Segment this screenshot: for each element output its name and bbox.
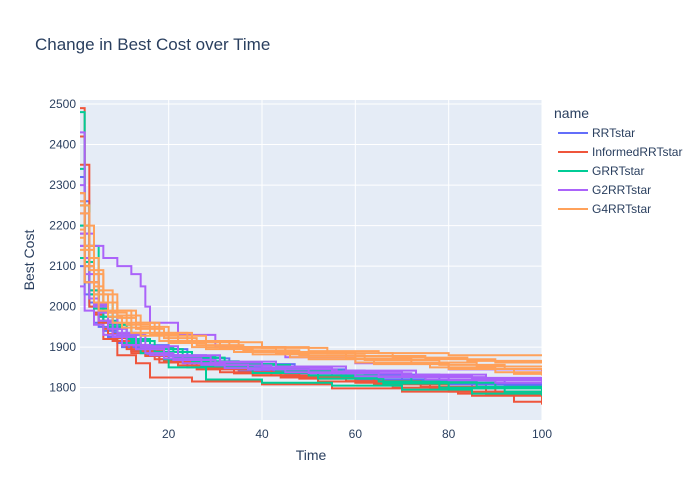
x-tick-label: 80	[442, 427, 456, 441]
x-tick-label: 20	[162, 427, 176, 441]
series-g4rrtstar	[80, 192, 542, 376]
x-tick-label: 100	[532, 427, 552, 441]
legend-item-label: G4RRTstar	[592, 202, 651, 216]
legend-title: name	[554, 105, 589, 121]
grid-lines	[80, 100, 543, 420]
y-axis-title: Best Cost	[21, 230, 37, 291]
y-tick-label: 2400	[49, 138, 76, 152]
legend-item-label: RRTstar	[592, 126, 635, 140]
y-tick-label: 1900	[49, 340, 76, 354]
legend-item-label: GRRTstar	[592, 164, 644, 178]
y-tick-label: 2500	[49, 97, 76, 111]
y-axis-ticks: 1800 1900 2000 2100 2200 2300 2400 2500	[49, 97, 76, 395]
series-g2rrtstar	[80, 131, 542, 384]
plot-area	[80, 107, 542, 405]
y-tick-label: 2300	[49, 178, 76, 192]
series-line	[80, 285, 542, 382]
series-line	[80, 200, 542, 362]
y-tick-label: 2000	[49, 300, 76, 314]
x-tick-label: 60	[349, 427, 363, 441]
legend-item-label: InformedRRTstar	[592, 145, 682, 159]
x-axis-ticks: 20 40 60 80 100	[162, 427, 552, 441]
series-line	[80, 131, 542, 384]
chart-title: Change in Best Cost over Time	[35, 35, 270, 54]
x-axis-title: Time	[296, 447, 327, 463]
x-tick-label: 40	[255, 427, 269, 441]
series-line	[80, 163, 542, 404]
series-layer	[80, 107, 542, 405]
legend-item-label: G2RRTstar	[592, 183, 651, 197]
y-tick-label: 1800	[49, 381, 76, 395]
legend: name RRTstar InformedRRTstar GRRTstar G2RRT…	[554, 105, 682, 216]
y-tick-label: 2100	[49, 259, 76, 273]
series-line	[80, 248, 542, 376]
series-line	[80, 236, 542, 374]
y-tick-label: 2200	[49, 219, 76, 233]
